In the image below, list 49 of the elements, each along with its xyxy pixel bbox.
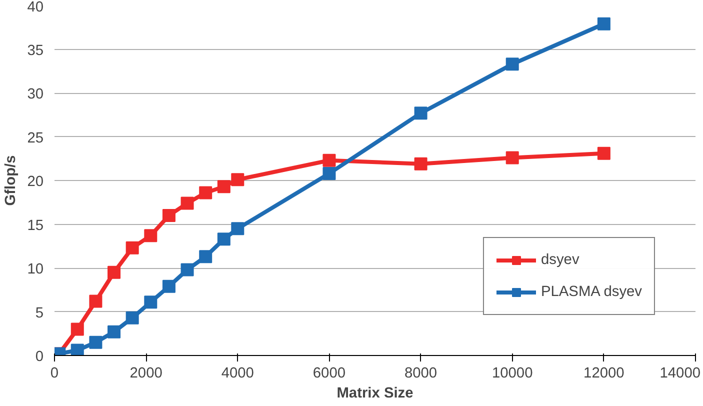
point — [180, 263, 194, 276]
point — [506, 151, 519, 164]
legend-label: PLASMA dsyev — [540, 284, 642, 300]
point — [217, 180, 230, 194]
y-tick-label: 25 — [27, 130, 44, 146]
point — [414, 106, 428, 120]
x-tick-label: 8000 — [404, 366, 438, 382]
point — [231, 222, 244, 236]
y-tick-label: 40 — [27, 0, 44, 16]
point — [322, 167, 336, 180]
point — [231, 173, 244, 186]
point — [89, 336, 102, 349]
y-tick-label: 35 — [27, 42, 44, 59]
point — [70, 322, 84, 336]
point — [322, 154, 336, 167]
point — [217, 232, 230, 246]
y-tick-label: 0 — [35, 349, 44, 365]
x-tick-label: 10000 — [492, 366, 533, 382]
y-tick-label: 10 — [27, 262, 44, 278]
point — [70, 344, 84, 356]
point — [144, 229, 158, 242]
x-tick-label: 12000 — [584, 366, 624, 382]
point — [597, 146, 610, 160]
y-axis-title: Gflop/s — [3, 155, 20, 206]
point — [597, 17, 610, 30]
x-tick-label: 4000 — [221, 366, 254, 382]
legend-label: dsyev — [540, 252, 580, 268]
point — [126, 241, 139, 254]
y-tick-label: 30 — [27, 86, 44, 102]
point — [108, 325, 121, 338]
point — [199, 250, 212, 264]
x-tick-label: 0 — [50, 366, 59, 382]
point — [126, 311, 139, 324]
point — [162, 280, 176, 293]
x-tick-label: 14000 — [660, 366, 701, 382]
x-tick-label: 6000 — [312, 366, 346, 382]
point — [144, 296, 158, 309]
point — [506, 58, 519, 71]
y-tick-label: 15 — [27, 218, 44, 234]
y-tick-label: 20 — [27, 174, 44, 190]
point — [180, 196, 194, 210]
x-tick-label: 2000 — [130, 366, 162, 382]
point — [162, 209, 176, 222]
y-tick-label: 5 — [35, 305, 44, 322]
point — [89, 294, 102, 308]
point — [414, 157, 428, 170]
point — [108, 266, 121, 279]
x-axis-title: Matrix Size — [336, 386, 414, 402]
point — [199, 186, 212, 200]
